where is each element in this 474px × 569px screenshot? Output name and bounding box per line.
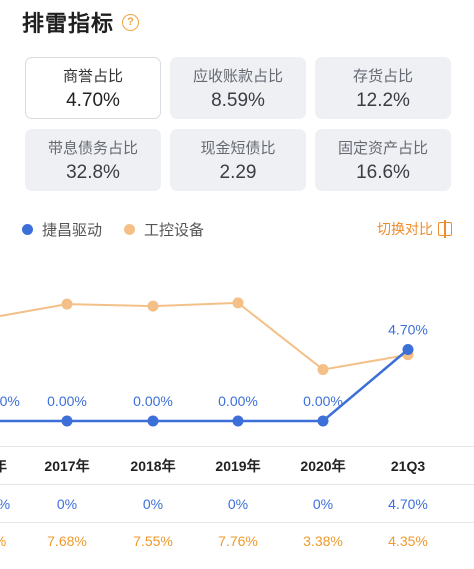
year-cell: 2018年 [130, 458, 176, 474]
series-b-point [317, 364, 329, 376]
switch-compare-label: 切换对比 [377, 221, 433, 237]
series-a-data-label: 0.00% [218, 393, 258, 409]
year-cell: 2019年 [215, 458, 261, 474]
indicator-card-receivables[interactable]: 应收账款占比 8.59% [170, 57, 306, 119]
year-cell: 2020年 [300, 458, 346, 474]
indicator-card-fixed-assets[interactable]: 固定资产占比 16.6% [315, 129, 451, 191]
table-divider [0, 522, 474, 523]
series-a-data-label: 0.00% [133, 393, 173, 409]
legend-label-series-a[interactable]: 捷昌驱动 [42, 221, 103, 239]
series-b-value-cell: 7.76% [218, 533, 258, 549]
legend-label-series-b[interactable]: 工控设备 [144, 221, 205, 239]
indicator-card-interest-debt[interactable]: 带息债务占比 32.8% [25, 129, 161, 191]
series-b-value-cell: 7.68% [47, 533, 87, 549]
table-divider [0, 484, 474, 485]
series-b-point [232, 297, 244, 309]
compare-split-icon [438, 220, 452, 238]
card-value: 16.6% [356, 161, 410, 183]
series-b-point [147, 300, 159, 312]
indicator-card-cash-short-debt[interactable]: 现金短债比 2.29 [170, 129, 306, 191]
series-a-point [147, 415, 159, 427]
series-a-data-label: 0.00% [303, 393, 343, 409]
series-a-point [402, 343, 414, 355]
series-a-value-cell: 4.70% [388, 496, 428, 512]
switch-compare-button[interactable]: 切换对比 [377, 218, 452, 240]
section-header: 排雷指标 ? [22, 6, 140, 38]
table-row-series-b: %7.68% 7.55% 7.76% 3.38% 4.35% [0, 524, 474, 558]
legend-dot-series-a [22, 223, 33, 235]
table-divider [0, 446, 474, 447]
card-label: 固定资产占比 [337, 139, 428, 157]
card-label: 存货占比 [352, 67, 413, 85]
series-b-point [61, 298, 73, 310]
series-a-point [61, 415, 73, 427]
card-value: 4.70% [66, 89, 120, 111]
card-label: 带息债务占比 [47, 139, 138, 157]
indicator-card-inventory[interactable]: 存货占比 12.2% [315, 57, 451, 119]
series-b-value-cell: 4.35% [388, 533, 428, 549]
series-a-point [317, 415, 329, 427]
card-value: 32.8% [66, 161, 120, 183]
question-circle-icon[interactable]: ? [122, 13, 140, 31]
card-label: 应收账款占比 [192, 67, 283, 85]
card-value: 8.59% [211, 89, 265, 111]
series-a-point [232, 415, 244, 427]
series-b-value-cell: % [0, 524, 43, 558]
indicator-cards: 商誉占比 4.70% 应收账款占比 8.59% 存货占比 12.2% 带息债务占… [25, 57, 451, 191]
year-cell: 2017年 [44, 458, 90, 474]
series-a-value-cell: 0% [0, 487, 43, 521]
series-a-data-label: 4.70% [388, 321, 428, 337]
series-b-line [0, 301, 409, 371]
card-label: 现金短债比 [200, 139, 276, 157]
series-a-data-label: 0.00% [0, 393, 20, 409]
series-b-value-cell: 3.38% [303, 533, 343, 549]
card-value: 2.29 [219, 161, 257, 183]
card-label: 商誉占比 [62, 67, 123, 85]
year-cell: 21Q3 [390, 458, 426, 474]
legend-dot-series-b [124, 223, 136, 235]
table-row-years: 年2017年 2018年 2019年 2020年 21Q3 [0, 449, 474, 483]
series-a-value-cell: 0% [142, 496, 164, 512]
table-row-series-a: 0% 0% 0% 0% 0% 4.70% [0, 487, 474, 521]
series-a-value-cell: 0% [227, 496, 249, 512]
indicator-card-goodwill[interactable]: 商誉占比 4.70% [25, 57, 161, 119]
chart-legend: 捷昌驱动 工控设备 切换对比 [22, 218, 452, 240]
series-a-data-label: 0.00% [47, 393, 87, 409]
year-cell: 年 [0, 449, 43, 483]
card-value: 12.2% [356, 89, 410, 111]
page-title: 排雷指标 [22, 11, 115, 36]
line-chart: 0.00% 0.00% 0.00% 0.00% 0.00% 4.70% [0, 297, 428, 427]
series-a-value-cell: 0% [56, 496, 78, 512]
series-a-line [0, 348, 409, 423]
series-b-value-cell: 7.55% [133, 533, 173, 549]
series-a-value-cell: 0% [312, 496, 334, 512]
